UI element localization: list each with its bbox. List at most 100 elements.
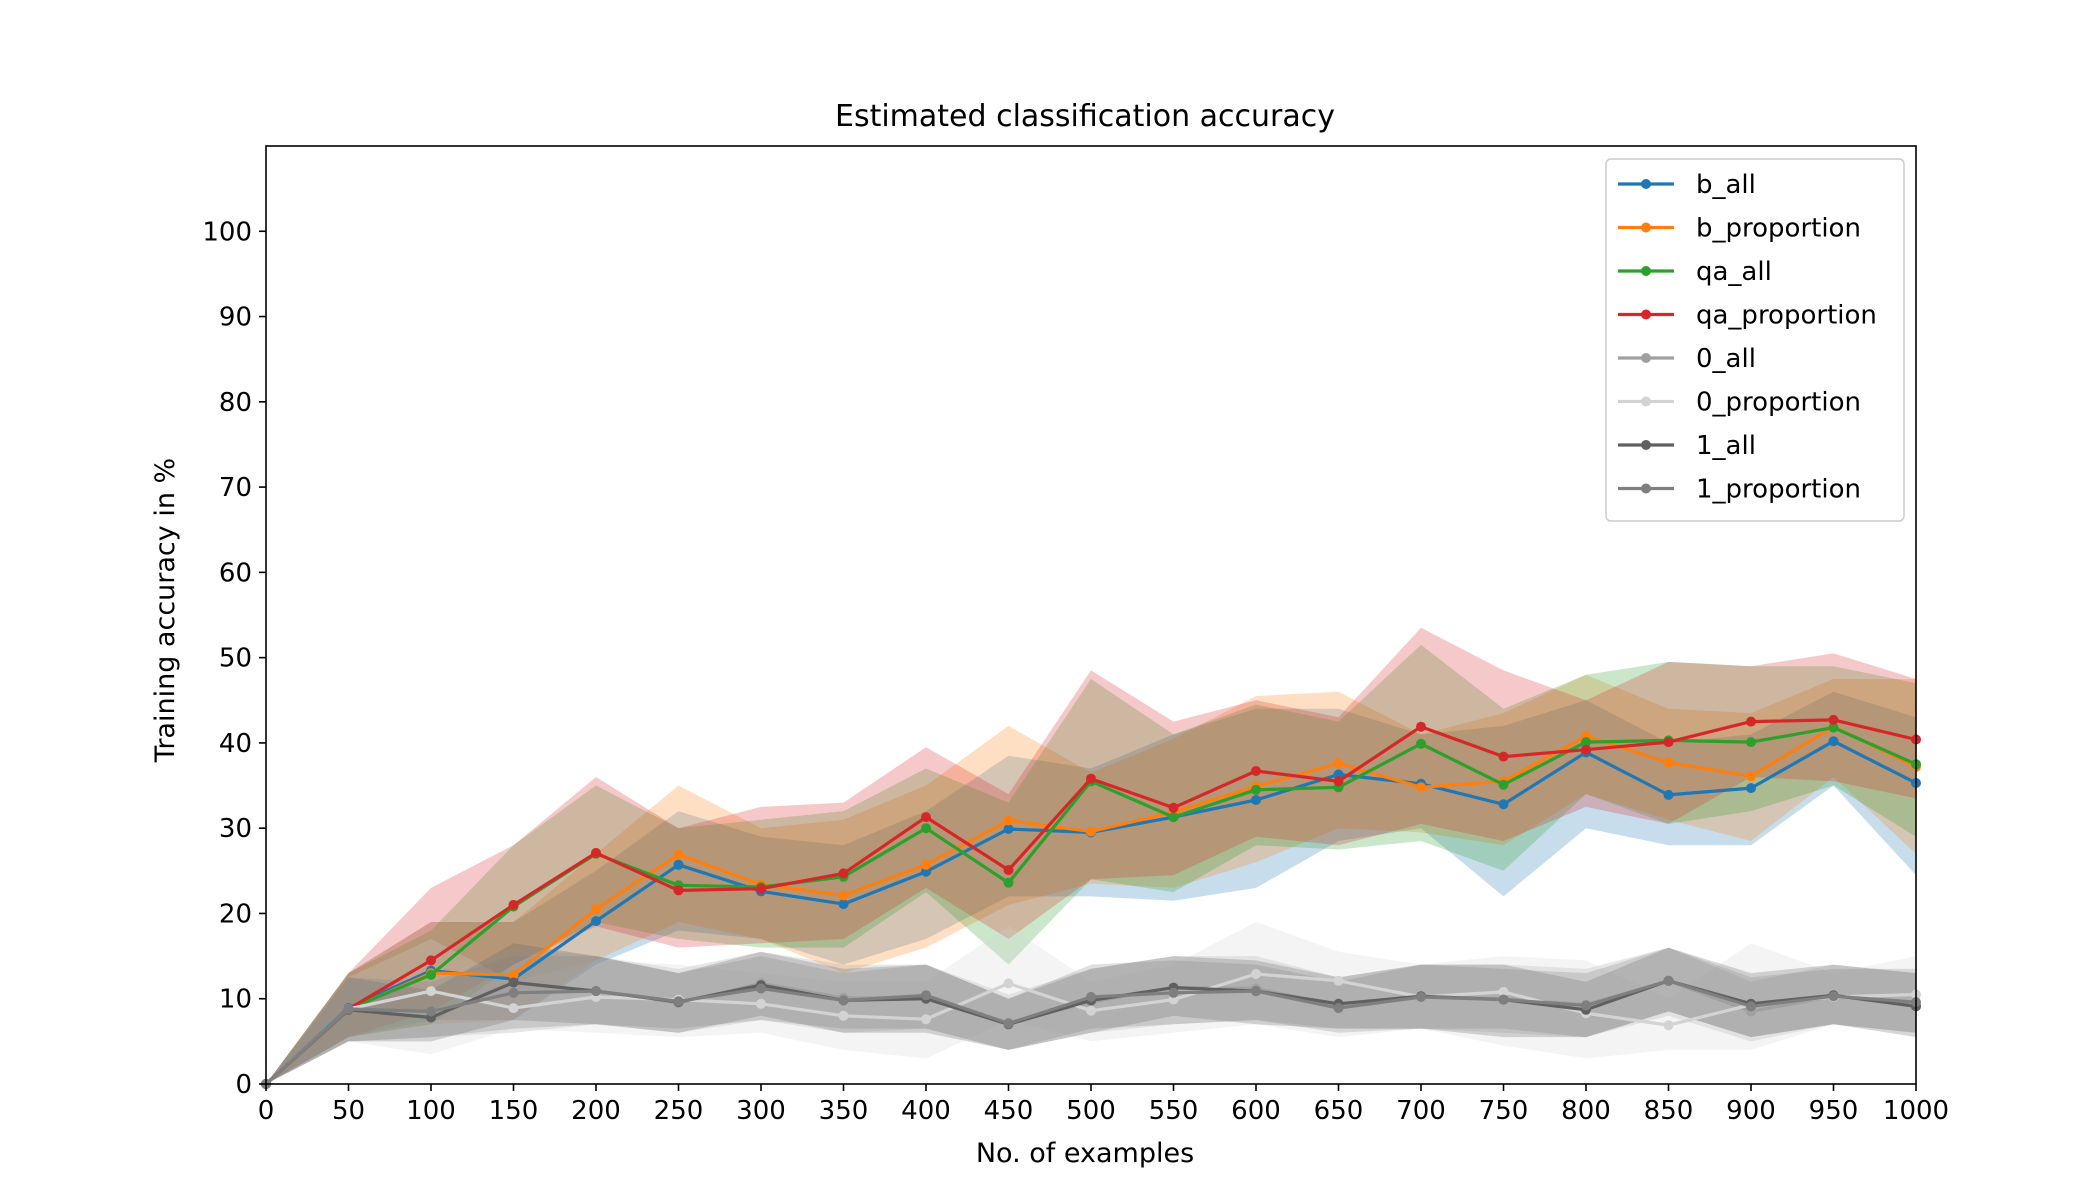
point-b_all xyxy=(1498,799,1509,810)
point-qa_proportion xyxy=(426,955,436,966)
point-qa_all xyxy=(921,823,931,834)
point-qa_all xyxy=(1416,738,1426,749)
point-qa_proportion xyxy=(838,868,849,879)
point-qa_proportion xyxy=(1828,714,1839,725)
point-1_proportion xyxy=(838,995,849,1006)
y-tick-label: 0 xyxy=(235,1070,252,1100)
y-tick-label: 80 xyxy=(219,388,252,418)
point-qa_all xyxy=(1828,722,1839,733)
legend-label-qa_proportion: qa_proportion xyxy=(1696,301,1877,331)
point-b_all xyxy=(1251,795,1261,805)
point-1_proportion xyxy=(1828,991,1839,1002)
y-tick-label: 20 xyxy=(219,899,252,929)
point-qa_all xyxy=(1168,812,1179,823)
point-b_proportion xyxy=(1333,758,1344,769)
x-tick-label: 500 xyxy=(1066,1096,1116,1126)
point-qa_proportion xyxy=(673,885,684,896)
x-tick-label: 800 xyxy=(1561,1096,1611,1126)
x-tick-label: 450 xyxy=(984,1096,1034,1126)
legend-label-b_proportion: b_proportion xyxy=(1696,214,1861,244)
point-qa_all xyxy=(1251,784,1261,795)
point-0_proportion xyxy=(921,1014,931,1025)
legend-marker-1_proportion xyxy=(1641,483,1651,494)
point-qa_all xyxy=(1581,737,1591,748)
point-1_proportion xyxy=(1003,1018,1014,1029)
point-0_proportion xyxy=(1663,1020,1674,1031)
point-qa_all xyxy=(1498,779,1509,790)
point-b_all xyxy=(1746,783,1756,794)
point-0_proportion xyxy=(838,1010,849,1021)
point-1_proportion xyxy=(1251,986,1261,997)
point-1_proportion xyxy=(1498,994,1509,1005)
point-1_proportion xyxy=(1663,975,1674,986)
point-b_all xyxy=(1663,789,1674,800)
band-1_proportion xyxy=(266,947,1916,1084)
point-qa_proportion xyxy=(1333,776,1344,787)
x-tick-label: 650 xyxy=(1314,1096,1364,1126)
point-0_proportion xyxy=(1086,1005,1096,1016)
point-qa_proportion xyxy=(1746,716,1756,727)
band-qa_proportion xyxy=(266,627,1916,1084)
point-b_all xyxy=(591,916,601,927)
legend-box xyxy=(1605,158,1905,522)
point-1_proportion xyxy=(508,987,519,998)
point-0_proportion xyxy=(1251,969,1261,979)
x-tick-label: 100 xyxy=(406,1096,456,1126)
y-axis-label: Training accuracy in % xyxy=(150,458,181,763)
point-qa_proportion xyxy=(1251,766,1261,776)
point-qa_proportion xyxy=(1498,751,1509,762)
point-0_proportion xyxy=(1498,986,1509,997)
point-1_all xyxy=(508,977,519,988)
point-1_proportion xyxy=(343,1004,354,1014)
x-tick-label: 200 xyxy=(571,1096,621,1126)
point-b_proportion xyxy=(1746,771,1756,782)
legend-marker-qa_all xyxy=(1641,266,1651,276)
point-1_proportion xyxy=(921,990,931,1001)
legend-marker-b_all xyxy=(1641,179,1651,189)
point-0_proportion xyxy=(1333,975,1344,986)
point-0_proportion xyxy=(1003,978,1014,989)
point-b_proportion xyxy=(673,849,684,860)
x-tick-label: 1000 xyxy=(1883,1096,1949,1126)
point-1_proportion xyxy=(673,996,684,1007)
y-tick-label: 70 xyxy=(219,473,252,503)
x-tick-label: 250 xyxy=(654,1096,704,1126)
x-tick-label: 750 xyxy=(1479,1096,1529,1126)
point-b_proportion xyxy=(921,859,931,870)
y-tick-label: 40 xyxy=(219,729,252,759)
point-qa_proportion xyxy=(921,812,931,823)
x-axis-label: No. of examples xyxy=(976,1138,1194,1169)
point-0_proportion xyxy=(508,1003,519,1014)
axes: 0 50 100 150 200 250 300 350 400 450 500 550 600 650 7… xyxy=(202,145,1949,1126)
x-tick-label: 50 xyxy=(332,1096,365,1126)
x-tick-label: 700 xyxy=(1396,1096,1446,1126)
x-tick-label: 600 xyxy=(1231,1096,1281,1126)
point-qa_proportion xyxy=(1581,744,1591,755)
legend: b_all b_proportion qa_all qa_proportion 0_al… xyxy=(1605,158,1905,522)
legend-label-1_proportion: 1_proportion xyxy=(1696,475,1861,505)
y-tick-label: 50 xyxy=(219,644,252,674)
point-qa_proportion xyxy=(1663,737,1674,748)
point-qa_all xyxy=(1746,737,1756,748)
point-qa_proportion xyxy=(1168,802,1179,813)
point-qa_proportion xyxy=(756,883,766,894)
point-b_proportion xyxy=(1086,826,1096,837)
y-tick-label: 60 xyxy=(219,558,252,588)
point-1_proportion xyxy=(1333,1003,1344,1014)
point-1_proportion xyxy=(1086,992,1096,1002)
point-qa_all xyxy=(1003,877,1014,888)
x-tick-label: 0 xyxy=(258,1096,275,1126)
legend-label-qa_all: qa_all xyxy=(1696,257,1772,287)
legend-label-0_proportion: 0_proportion xyxy=(1696,388,1861,418)
point-b_proportion xyxy=(1416,782,1426,793)
point-0_proportion xyxy=(756,998,766,1009)
point-1_proportion xyxy=(1581,1000,1591,1011)
legend-marker-b_proportion xyxy=(1641,222,1651,233)
point-b_proportion xyxy=(1003,815,1014,826)
x-tick-label: 900 xyxy=(1726,1096,1776,1126)
point-qa_proportion xyxy=(1416,721,1426,732)
point-1_proportion xyxy=(756,983,766,994)
point-qa_proportion xyxy=(508,899,519,910)
x-tick-label: 550 xyxy=(1149,1096,1199,1126)
